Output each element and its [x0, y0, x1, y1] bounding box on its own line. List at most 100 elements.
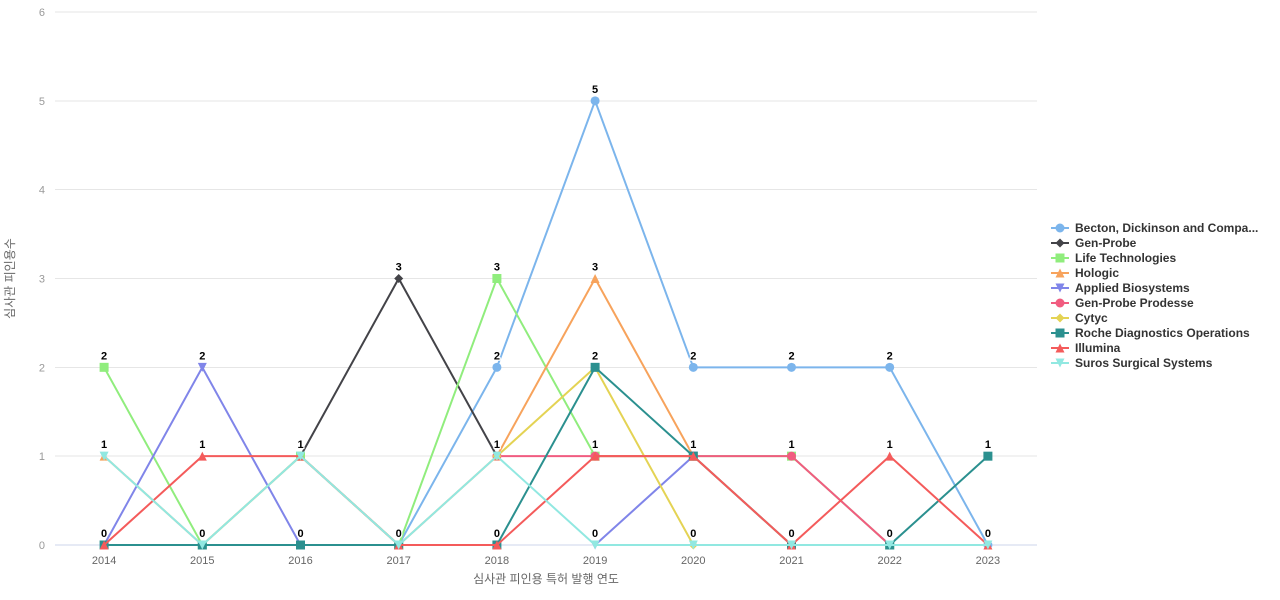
data-label: 2 [592, 350, 598, 362]
data-point-marker [590, 540, 600, 550]
data-point-marker [394, 540, 404, 550]
data-point-marker [1055, 343, 1065, 353]
data-label: 2 [887, 350, 893, 362]
x-tick-label: 2021 [779, 555, 803, 567]
legend-triangle-down-icon [1051, 358, 1069, 368]
x-tick-label: 2019 [583, 555, 607, 567]
data-point-marker [492, 274, 502, 283]
x-tick-label: 2018 [485, 555, 509, 567]
legend-item-label: Suros Surgical Systems [1075, 356, 1213, 370]
data-point-marker [787, 451, 796, 461]
legend-item-label: Hologic [1075, 266, 1119, 280]
data-point-marker [590, 96, 600, 106]
legend-square-icon [1051, 328, 1069, 338]
data-point-marker [885, 540, 895, 550]
series-line [397, 99, 989, 546]
data-point-marker [590, 451, 600, 461]
data-point-marker [99, 362, 109, 372]
data-label: 2 [494, 350, 500, 362]
legend-item-becton-dickinson-and-compa[interactable]: Becton, Dickinson and Compa... [1050, 222, 1258, 234]
legend-item-applied-biosystems[interactable]: Applied Biosystems [1050, 282, 1258, 294]
legend: Becton, Dickinson and Compa... Gen-Probe L… [1050, 222, 1258, 369]
data-label: 1 [297, 439, 303, 451]
legend-item-label: Illumina [1075, 341, 1121, 355]
data-label: 0 [690, 528, 696, 540]
data-label: 3 [592, 262, 598, 274]
legend-square-icon [1051, 253, 1069, 263]
data-point-marker [1055, 238, 1065, 248]
data-label: 0 [297, 528, 303, 540]
legend-circle-icon [1051, 298, 1069, 308]
y-tick-label: 4 [39, 185, 45, 197]
data-label: 0 [494, 528, 500, 540]
data-label: 3 [396, 262, 402, 274]
legend-triangle-down-icon [1051, 283, 1069, 293]
legend-item-label: Gen-Probe [1075, 236, 1137, 250]
legend-item-cytyc[interactable]: Cytyc [1050, 312, 1258, 324]
series-becton-dickinson-and-compa [394, 96, 993, 550]
data-point-marker [983, 451, 993, 461]
legend-circle-icon [1051, 223, 1069, 233]
data-label: 1 [887, 439, 893, 451]
y-axis-title: 심사관 피인용수 [3, 238, 17, 319]
legend-item-roche-diagnostics-operations[interactable]: Roche Diagnostics Operations [1050, 327, 1258, 339]
x-tick-label: 2017 [386, 555, 410, 567]
legend-item-illumina[interactable]: Illumina [1050, 342, 1258, 354]
y-tick-label: 1 [39, 451, 45, 463]
data-point-marker [1055, 328, 1065, 338]
data-point-marker [1055, 313, 1065, 323]
x-tick-label: 2020 [681, 555, 705, 567]
x-axis-title: 심사관 피인용 특허 발행 연도 [473, 571, 619, 586]
data-label: 0 [592, 528, 598, 540]
data-point-marker [688, 540, 698, 550]
legend-triangle-icon [1051, 268, 1069, 278]
x-tick-label: 2016 [288, 555, 312, 567]
data-label: 1 [494, 439, 500, 451]
legend-item-label: Becton, Dickinson and Compa... [1075, 221, 1259, 235]
data-point-marker [296, 451, 305, 461]
data-point-marker [1055, 358, 1065, 368]
y-tick-label: 3 [39, 274, 45, 286]
data-label: 5 [592, 84, 598, 96]
data-point-marker [787, 362, 796, 372]
data-point-marker [590, 274, 600, 283]
data-point-marker [99, 540, 109, 550]
x-tick-label: 2022 [877, 555, 901, 567]
y-tick-label: 0 [39, 540, 45, 552]
legend-item-suros-surgical-systems[interactable]: Suros Surgical Systems [1050, 357, 1258, 369]
data-point-marker [983, 540, 993, 550]
data-point-marker [1055, 268, 1065, 278]
data-point-marker [394, 274, 404, 283]
legend-item-label: Applied Biosystems [1075, 281, 1190, 295]
data-label: 2 [690, 350, 696, 362]
data-point-marker [197, 362, 207, 372]
legend-item-life-technologies[interactable]: Life Technologies [1050, 252, 1258, 264]
data-point-marker [1055, 253, 1065, 263]
data-label: 1 [199, 439, 205, 451]
data-label: 0 [887, 528, 893, 540]
legend-item-hologic[interactable]: Hologic [1050, 267, 1258, 279]
data-label: 1 [690, 439, 696, 451]
data-label: 0 [788, 528, 794, 540]
data-label: 1 [985, 439, 991, 451]
legend-item-label: Cytyc [1075, 311, 1108, 325]
x-tick-label: 2014 [92, 555, 116, 567]
data-label: 3 [494, 262, 500, 274]
data-point-marker [492, 362, 502, 372]
data-label: 0 [396, 528, 402, 540]
data-label: 0 [199, 528, 205, 540]
legend-item-label: Gen-Probe Prodesse [1075, 296, 1194, 310]
data-point-marker [492, 540, 502, 550]
series-life-technologies [99, 274, 895, 550]
data-point-marker [1055, 298, 1065, 308]
legend-item-gen-probe[interactable]: Gen-Probe [1050, 237, 1258, 249]
legend-item-gen-probe-prodesse[interactable]: Gen-Probe Prodesse [1050, 297, 1258, 309]
data-point-marker [885, 451, 895, 461]
legend-item-label: Roche Diagnostics Operations [1075, 326, 1250, 340]
data-point-marker [688, 451, 698, 461]
data-point-marker [1055, 283, 1065, 293]
data-label: 1 [101, 439, 107, 451]
y-tick-label: 5 [39, 96, 45, 108]
